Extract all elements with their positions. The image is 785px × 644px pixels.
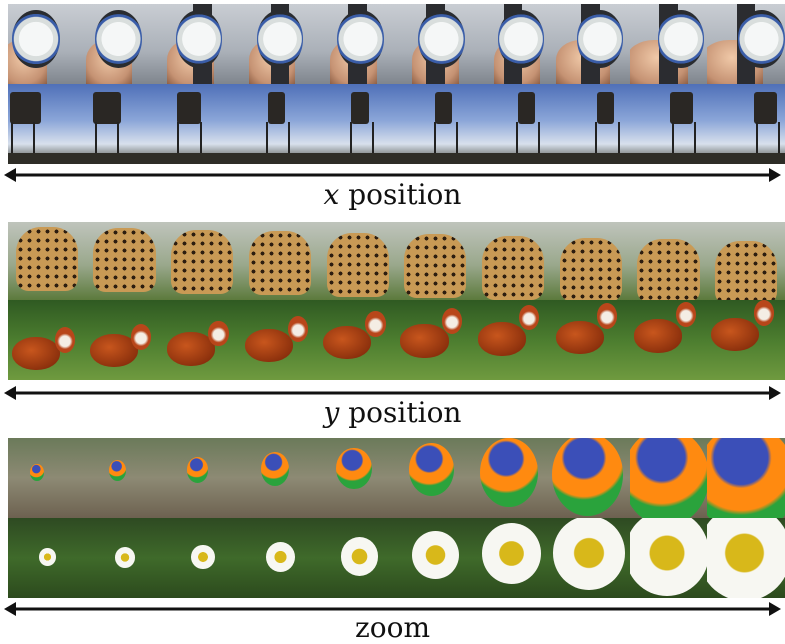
watch-frame	[85, 4, 164, 84]
lorikeet-frame	[629, 438, 708, 518]
daisy-frame	[396, 518, 475, 598]
watch-frame	[629, 4, 708, 84]
water-tower-frame	[318, 84, 397, 164]
y-position-arrow	[4, 386, 781, 400]
y-position-label: y position	[323, 396, 462, 429]
lorikeet-frame	[707, 438, 785, 518]
water-tower-frame	[163, 84, 242, 164]
watch-frame	[8, 4, 86, 84]
red-panda-frame	[629, 300, 708, 380]
leopard-frame	[551, 222, 630, 300]
red-panda-frame	[241, 300, 319, 380]
watch-frame	[163, 4, 242, 84]
water-tower-frame	[8, 84, 86, 164]
lorikeet-frame	[163, 438, 242, 518]
red-panda-frame	[318, 300, 397, 380]
watch-frame	[551, 4, 630, 84]
water-tower-frame	[85, 84, 164, 164]
lorikeet-frame	[241, 438, 319, 518]
lorikeet-frame	[551, 438, 630, 518]
lorikeet-frame	[318, 438, 397, 518]
watch-frame	[241, 4, 319, 84]
red-panda-image-strip	[8, 300, 785, 380]
water-tower-image-strip	[8, 84, 785, 164]
red-panda-frame	[8, 300, 86, 380]
red-panda-frame	[551, 300, 630, 380]
red-panda-frame	[474, 300, 552, 380]
leopard-frame	[318, 222, 397, 300]
water-tower-frame	[396, 84, 475, 164]
red-panda-frame	[85, 300, 164, 380]
water-tower-frame	[241, 84, 319, 164]
zoom-label: zoom	[354, 611, 431, 644]
leopard-frame	[629, 222, 708, 300]
water-tower-frame	[707, 84, 785, 164]
lorikeet-frame	[396, 438, 475, 518]
zoom-arrow	[4, 602, 781, 616]
daisy-image-strip	[8, 518, 785, 598]
watch-frame	[318, 4, 397, 84]
daisy-frame	[629, 518, 708, 598]
x-position-label: x position	[323, 178, 462, 211]
leopard-frame	[396, 222, 475, 300]
leopard-frame	[163, 222, 242, 300]
red-panda-frame	[163, 300, 242, 380]
leopard-frame	[474, 222, 552, 300]
red-panda-frame	[707, 300, 785, 380]
water-tower-frame	[474, 84, 552, 164]
x-position-arrow	[4, 168, 781, 182]
daisy-frame	[8, 518, 86, 598]
lorikeet-frame	[85, 438, 164, 518]
leopard-frame	[707, 222, 785, 300]
watch-frame	[707, 4, 785, 84]
watch-frame	[474, 4, 552, 84]
watch-frame	[396, 4, 475, 84]
red-panda-frame	[396, 300, 475, 380]
lorikeet-frame	[8, 438, 86, 518]
daisy-frame	[318, 518, 397, 598]
leopard-frame	[8, 222, 86, 300]
leopard-frame	[241, 222, 319, 300]
lorikeet-image-strip	[8, 438, 785, 518]
daisy-frame	[551, 518, 630, 598]
daisy-frame	[163, 518, 242, 598]
daisy-frame	[474, 518, 552, 598]
lorikeet-frame	[474, 438, 552, 518]
watch-image-strip	[8, 4, 785, 84]
water-tower-frame	[551, 84, 630, 164]
water-tower-frame	[629, 84, 708, 164]
leopard-frame	[85, 222, 164, 300]
leopard-image-strip	[8, 222, 785, 300]
daisy-frame	[85, 518, 164, 598]
daisy-frame	[241, 518, 319, 598]
daisy-frame	[707, 518, 785, 598]
